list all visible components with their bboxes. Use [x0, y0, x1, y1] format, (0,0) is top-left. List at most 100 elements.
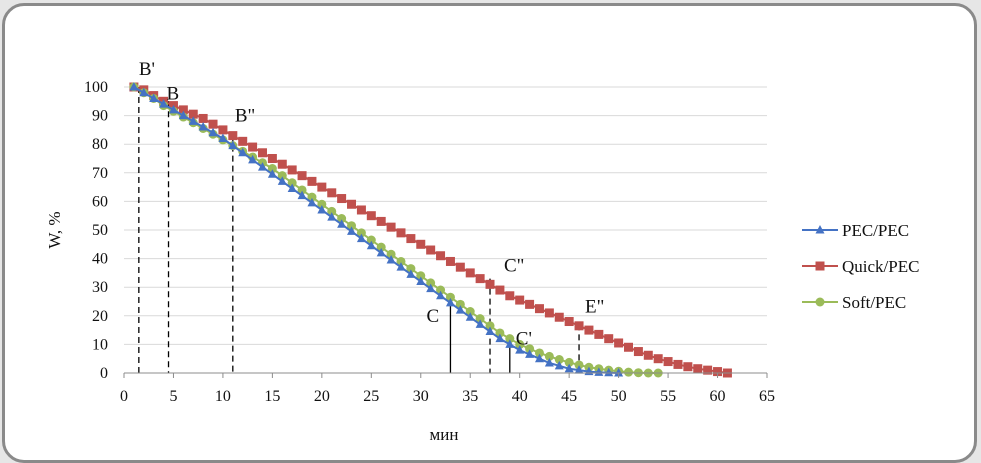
triangle-marker: [515, 345, 525, 354]
square-marker: [495, 285, 505, 295]
circle-marker: [317, 199, 327, 209]
y-tick-label: 60: [92, 193, 108, 210]
chart-frame: [2, 3, 977, 463]
triangle-marker: [505, 339, 515, 348]
circle-marker: [515, 339, 525, 349]
square-marker: [544, 308, 554, 318]
triangle-marker: [815, 225, 825, 234]
square-marker: [554, 312, 564, 322]
circle-marker: [356, 228, 366, 238]
triangle-marker: [228, 140, 238, 150]
triangle-marker: [525, 349, 535, 358]
triangle-marker: [267, 169, 277, 178]
square-marker: [356, 205, 366, 215]
triangle-marker: [337, 219, 347, 228]
square-marker: [505, 291, 515, 301]
circle-marker: [554, 355, 564, 365]
triangle-marker: [426, 283, 436, 293]
circle-marker: [426, 278, 436, 288]
square-marker: [534, 304, 544, 314]
x-tick-label: 0: [120, 388, 128, 405]
legend-item: Soft/PEC: [802, 293, 906, 312]
annotation-label: B': [139, 59, 155, 80]
triangle-marker: [218, 133, 228, 142]
square-marker: [643, 350, 653, 360]
triangle-marker: [317, 204, 327, 214]
square-marker: [337, 194, 347, 204]
x-tick-label: 30: [413, 388, 429, 405]
circle-marker: [505, 334, 515, 344]
triangle-marker: [436, 290, 446, 300]
triangle-marker: [307, 197, 317, 207]
x-tick-label: 40: [512, 388, 528, 405]
square-marker: [257, 148, 267, 158]
square-marker: [238, 136, 248, 146]
square-marker: [347, 199, 357, 209]
legend: PEC/PEC Quick/PEC Soft/PEC: [802, 221, 919, 312]
annotation-label: B": [235, 106, 255, 127]
y-axis-title: W, %: [45, 211, 64, 248]
circle-marker: [436, 285, 446, 295]
square-marker: [277, 159, 287, 169]
line-chart: 0 10 20 30 40 50 60 70 80 90 100 0 5 10 15 20 25 30 35 40 45…: [45, 59, 919, 444]
triangle-marker: [544, 357, 554, 367]
y-tick-label: 40: [92, 251, 108, 268]
circle-marker: [307, 192, 317, 202]
square-marker: [386, 222, 396, 232]
triangle-marker: [564, 363, 574, 373]
circle-marker: [347, 221, 357, 231]
triangle-marker: [178, 110, 188, 120]
square-marker: [703, 365, 713, 375]
square-marker: [445, 256, 455, 266]
circle-marker: [564, 357, 574, 367]
triangle-marker: [396, 262, 406, 271]
circle-marker: [445, 292, 455, 302]
triangle-marker: [366, 240, 376, 250]
triangle-marker: [406, 269, 416, 278]
x-tick-label: 5: [169, 388, 177, 405]
circle-marker: [534, 348, 544, 358]
square-marker: [248, 142, 258, 152]
series-pec-pec: [129, 82, 624, 377]
square-marker: [297, 171, 307, 181]
gridlines: [124, 86, 767, 345]
circle-marker: [525, 344, 535, 354]
square-marker: [327, 188, 337, 198]
triangle-marker: [129, 82, 139, 91]
x-tick-label: 45: [561, 388, 577, 405]
square-marker: [287, 165, 297, 175]
legend-label: PEC/PEC: [842, 221, 909, 240]
triangle-marker: [465, 312, 475, 321]
x-axis-title: мин: [430, 425, 459, 444]
triangle-marker: [495, 333, 505, 343]
circle-marker: [406, 264, 416, 274]
triangle-marker: [208, 127, 218, 137]
circle-marker: [465, 307, 475, 317]
y-tick-label: 10: [92, 336, 108, 353]
square-marker: [594, 329, 604, 339]
triangle-marker: [445, 297, 455, 307]
circle-marker: [815, 297, 825, 307]
circle-marker: [495, 328, 505, 338]
y-tick-label: 100: [84, 79, 108, 96]
square-marker: [317, 182, 327, 192]
y-tick-label: 20: [92, 308, 108, 325]
triangle-marker: [594, 367, 604, 376]
y-tick-label: 30: [92, 279, 108, 296]
triangle-marker: [534, 353, 544, 363]
y-tick-label: 70: [92, 165, 108, 182]
triangle-marker: [386, 255, 396, 264]
x-tick-label: 65: [759, 388, 775, 405]
square-marker: [564, 317, 574, 327]
square-marker: [604, 334, 614, 344]
square-marker: [267, 154, 277, 163]
triangle-marker: [475, 319, 485, 328]
x-tick-label: 55: [660, 388, 676, 405]
square-marker: [584, 325, 594, 335]
circle-marker: [475, 314, 485, 324]
square-marker: [396, 228, 406, 238]
square-marker: [515, 295, 525, 305]
triangle-marker: [168, 104, 178, 114]
y-tick-label: 0: [100, 365, 108, 382]
triangle-marker: [238, 147, 248, 157]
